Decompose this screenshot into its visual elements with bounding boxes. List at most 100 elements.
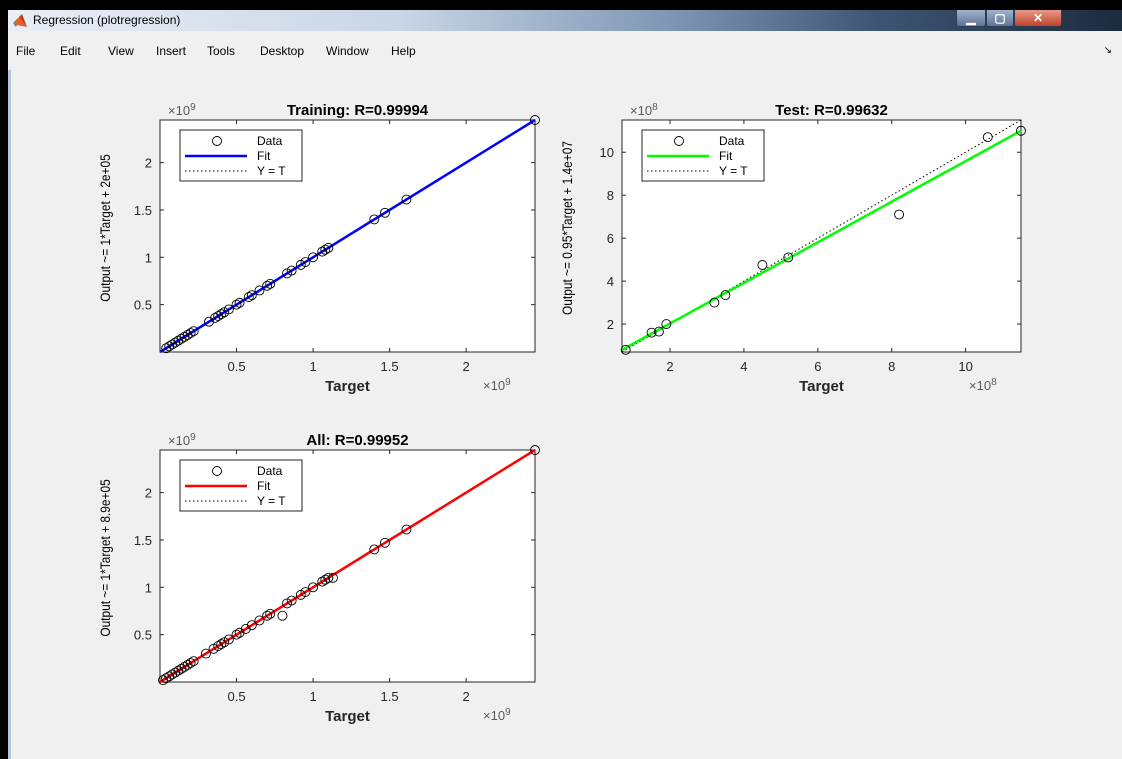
menu-help[interactable]: Help bbox=[391, 44, 416, 58]
data-point bbox=[894, 209, 905, 220]
data-point bbox=[401, 524, 412, 535]
data-point bbox=[167, 669, 178, 680]
x-tick-label: 6 bbox=[814, 359, 821, 374]
x-axis-label: Target bbox=[325, 708, 370, 725]
close-button[interactable]: ✕ bbox=[1014, 10, 1062, 27]
data-point bbox=[234, 297, 245, 308]
data-point bbox=[323, 242, 334, 253]
data-point bbox=[380, 537, 390, 548]
data-point bbox=[234, 627, 245, 638]
menu-file[interactable]: File bbox=[16, 44, 36, 58]
data-point bbox=[1016, 125, 1026, 136]
data-point bbox=[323, 572, 334, 583]
x-tick-label: 1.5 bbox=[381, 689, 399, 704]
data-point bbox=[243, 292, 254, 303]
y-axis-label: Output ~= 1*Target + 8.9e+05 bbox=[97, 479, 113, 636]
data-point bbox=[179, 331, 190, 342]
data-point bbox=[161, 673, 172, 684]
data-point bbox=[254, 615, 265, 626]
data-point bbox=[317, 576, 328, 587]
data-point bbox=[262, 610, 273, 621]
data-point bbox=[158, 675, 169, 686]
menu-insert[interactable]: Insert bbox=[156, 44, 187, 58]
regression-plot-1: 0.5 1 1.5 2 0.5 1 1.5 2 Training: R=0.99994 ×109 ×… bbox=[97, 102, 540, 395]
data-point bbox=[300, 257, 311, 267]
data-point bbox=[188, 326, 199, 337]
legend-data-marker bbox=[212, 136, 222, 146]
window-title: Regression (plotregression) bbox=[33, 13, 181, 27]
maximize-button[interactable]: ▢ bbox=[986, 10, 1014, 27]
y-tick-label: 4 bbox=[607, 274, 614, 289]
data-point bbox=[170, 667, 181, 678]
y-tick-label: 8 bbox=[607, 188, 614, 203]
plot-title: All: R=0.99952 bbox=[306, 432, 408, 449]
x-multiplier: ×108 bbox=[969, 377, 997, 393]
y-tick-label: 0.5 bbox=[134, 298, 152, 313]
data-point bbox=[530, 445, 540, 455]
y-tick-label: 1.5 bbox=[134, 203, 152, 218]
data-point bbox=[164, 341, 175, 352]
y-tick-label: 10 bbox=[600, 145, 614, 160]
data-point bbox=[277, 610, 288, 621]
title-bar[interactable]: Regression (plotregression) ▁ ▢ ✕ bbox=[8, 10, 1122, 31]
plot-canvas: 0.5 1 1.5 2 0.5 1 1.5 2 Training: R=0.99994 ×109 ×… bbox=[97, 102, 1026, 725]
data-point bbox=[646, 327, 657, 338]
x-tick-label: 2 bbox=[463, 689, 470, 704]
y-multiplier: ×109 bbox=[168, 432, 196, 448]
minimize-button[interactable]: ▁ bbox=[956, 10, 986, 27]
data-point bbox=[369, 544, 380, 555]
x-axis-label: Target bbox=[325, 378, 370, 395]
data-point bbox=[179, 661, 190, 672]
matlab-icon bbox=[13, 14, 27, 27]
data-point bbox=[265, 608, 276, 619]
data-point bbox=[265, 278, 276, 289]
x-tick-label: 2 bbox=[666, 359, 673, 374]
data-point bbox=[709, 297, 720, 308]
data-point bbox=[982, 132, 993, 143]
legend-label-identity: Y = T bbox=[719, 164, 748, 178]
legend-label-data: Data bbox=[257, 134, 283, 148]
x-tick-label: 1 bbox=[309, 359, 316, 374]
legend-label-fit: Fit bbox=[719, 149, 733, 163]
menu-desktop[interactable]: Desktop bbox=[260, 44, 305, 58]
x-multiplier: ×109 bbox=[483, 377, 511, 393]
data-point bbox=[661, 319, 672, 330]
menu-tools[interactable]: Tools bbox=[207, 44, 236, 58]
menu-view[interactable]: View bbox=[108, 44, 134, 58]
dock-arrow-icon[interactable]: ↘ bbox=[1103, 45, 1112, 56]
plot-title: Test: R=0.99632 bbox=[775, 102, 888, 119]
data-point bbox=[200, 648, 211, 659]
maximize-icon: ▢ bbox=[994, 11, 1006, 25]
data-point bbox=[320, 574, 331, 585]
data-point bbox=[757, 260, 768, 270]
data-point bbox=[380, 207, 390, 218]
legend-label-identity: Y = T bbox=[257, 494, 286, 508]
data-point bbox=[308, 252, 319, 263]
data-point bbox=[231, 629, 242, 640]
menu-window[interactable]: Window bbox=[326, 44, 369, 58]
data-point bbox=[369, 214, 380, 225]
data-point bbox=[213, 311, 224, 321]
y-tick-label: 2 bbox=[145, 486, 152, 501]
data-point bbox=[317, 246, 328, 257]
minimize-icon: ▁ bbox=[966, 11, 976, 25]
data-point bbox=[300, 587, 311, 597]
data-point bbox=[246, 620, 257, 631]
data-point bbox=[286, 265, 297, 276]
regression-plot-2: 2 4 6 8 10 2 4 6 8 10 Test: R=0.99632 ×108 ×108 Targe… bbox=[559, 102, 1026, 395]
data-point bbox=[223, 634, 234, 645]
x-tick-label: 1 bbox=[309, 689, 316, 704]
y-tick-label: 1 bbox=[145, 580, 152, 595]
menu-edit[interactable]: Edit bbox=[60, 44, 81, 58]
data-point bbox=[246, 290, 257, 301]
data-point bbox=[185, 328, 196, 339]
data-point bbox=[286, 595, 297, 606]
x-tick-label: 1.5 bbox=[381, 359, 399, 374]
data-point bbox=[167, 339, 178, 350]
regression-plot-3: 0.5 1 1.5 2 0.5 1 1.5 2 All: R=0.99952 ×109 ×109 Ta… bbox=[97, 432, 540, 725]
figure-edge bbox=[8, 70, 11, 759]
x-tick-label: 4 bbox=[740, 359, 747, 374]
